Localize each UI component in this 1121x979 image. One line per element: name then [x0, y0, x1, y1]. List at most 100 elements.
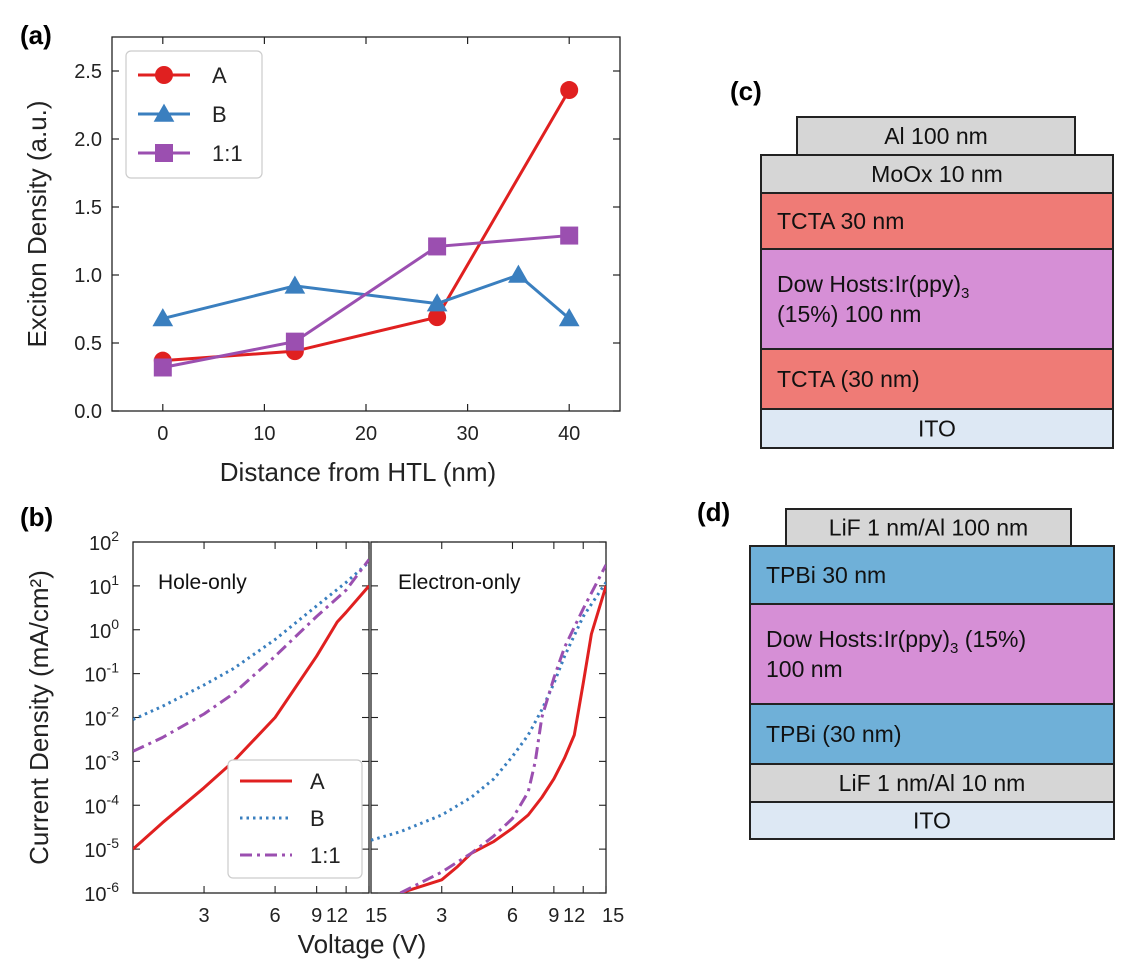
panel-label-c: (c): [730, 76, 762, 106]
layer-ito: [760, 408, 1114, 449]
legend-label: A: [310, 769, 325, 794]
y-tick-label: 0.5: [74, 333, 102, 355]
chart-b-legend: AB 1:1: [227, 759, 363, 879]
y-tick-label: 10-1: [84, 660, 119, 687]
legend-marker: [155, 144, 173, 162]
layer-moox-10-nm: [760, 154, 1114, 194]
panel-label-a: (a): [20, 20, 52, 50]
legend-label: B: [310, 806, 325, 831]
y-tick-label: 1.5: [74, 197, 102, 219]
legend-frame: [227, 759, 363, 879]
data-point-triangle: [284, 275, 306, 294]
x-axis-label: Voltage (V): [298, 929, 427, 959]
legend-label: B: [212, 102, 227, 127]
layer-label: TPBi 30 nm: [766, 562, 886, 588]
layer-label: ITO: [913, 808, 951, 834]
y-tick-label: 10-3: [84, 747, 119, 774]
layer-ito: [749, 801, 1115, 840]
y-tick-label: 2.5: [74, 61, 102, 83]
data-point-square: [428, 237, 447, 256]
data-point-triangle: [508, 264, 529, 283]
layer-lif-1-nm-al-100-nm: [785, 508, 1072, 547]
layer-lif-1-nm-al-10-nm: [749, 763, 1115, 803]
x-tick-label: 0: [157, 423, 168, 445]
layer-dow-hosts-ir-ppy-3-15-100-nm: [749, 603, 1115, 705]
subplot-curves-2: [371, 564, 606, 893]
layer-label: LiF 1 nm/Al 100 nm: [829, 515, 1028, 541]
y-tick-label: 2.0: [74, 129, 102, 151]
layer-label: (15%) 100 nm: [777, 301, 921, 327]
data-point-square: [153, 358, 172, 377]
y-tick-label: 0.0: [74, 401, 102, 423]
layer-label: TCTA (30 nm): [777, 366, 920, 392]
layer-label: MoOx 10 nm: [871, 161, 1003, 187]
x-tick-label: 20: [355, 423, 377, 445]
x-tick-label: 30: [456, 423, 478, 445]
data-point-triangle: [152, 308, 174, 327]
y-tick-label: 10-6: [84, 879, 119, 906]
chart-a-legend: AB 1:1: [125, 50, 263, 179]
x-tick-label: 15: [602, 905, 624, 927]
legend-marker: [155, 66, 173, 84]
subplot-title: Hole-only: [158, 571, 247, 594]
device-stack-d: LiF 1 nm/Al 100 nm TPBi 30 nm Dow Hosts:Ir…: [749, 508, 1115, 840]
legend-marker: [153, 103, 175, 122]
device-stack-c: Al 100 nm MoOx 10 nm TCTA 30 nm Dow Hosts:I…: [760, 116, 1114, 449]
y-tick-label: 10-4: [84, 791, 119, 818]
layer-label: Dow Hosts:Ir(ppy)3 (15%): [766, 626, 1026, 657]
data-point-circle: [428, 308, 447, 327]
x-tick-label: 12: [326, 905, 348, 927]
data-point-square: [285, 332, 304, 351]
series-line-square: [162, 234, 570, 369]
subplot-curves-1: [133, 558, 369, 851]
data-point-triangle: [426, 293, 448, 312]
x-tick-label: 15: [365, 905, 387, 927]
series-curve-dashdot: [133, 558, 369, 753]
y-tick-label: 100: [89, 616, 119, 643]
panel-label-d: (d): [697, 497, 730, 527]
subplot-title: Electron-only: [398, 571, 521, 594]
layer-dow-hosts-ir-ppy-3-15-100-nm: [760, 248, 1114, 350]
series-curve-dashdot: [399, 564, 606, 893]
data-point-square: [560, 226, 579, 245]
legend-label: A: [212, 63, 227, 88]
x-tick-label: 9: [311, 905, 322, 927]
layer-label: 100 nm: [766, 656, 843, 682]
series-curve-dotted: [371, 581, 606, 842]
layer-label: ITO: [918, 416, 956, 442]
y-tick-label: 1.0: [74, 265, 102, 287]
series-curve-solid: [133, 584, 369, 851]
x-tick-label: 3: [198, 905, 209, 927]
layer-label: Al 100 nm: [884, 123, 988, 149]
y-axis-label: Exciton Density (a.u.): [22, 100, 52, 347]
x-tick-label: 12: [563, 905, 585, 927]
x-tick-label: 9: [548, 905, 559, 927]
y-tick-label: 10-5: [84, 835, 119, 862]
series-line-triangle: [162, 273, 571, 320]
x-tick-label: 6: [270, 905, 281, 927]
chart-a-exciton-density: 0 10 20 30 40 0.0 0.5 1.0 1.5 2.0 2.5 Distance from…: [22, 36, 621, 487]
y-tick-label: 101: [89, 572, 119, 599]
data-point-triangle: [558, 308, 580, 327]
panel-label-b: (b): [20, 502, 53, 532]
data-point-circle: [560, 81, 579, 100]
layer-tpbi-30-nm-: [749, 703, 1115, 765]
y-axis-label: Current Density (mA/cm²): [24, 570, 54, 865]
layer-tpbi-30-nm: [749, 545, 1115, 605]
layer-label: LiF 1 nm/Al 10 nm: [839, 770, 1026, 796]
x-tick-label: 40: [558, 423, 580, 445]
x-tick-label: 6: [507, 905, 518, 927]
series-curve-solid: [399, 585, 606, 893]
x-tick-label: 3: [436, 905, 447, 927]
y-tick-label: 10-2: [84, 704, 119, 731]
x-axis-label: Distance from HTL (nm): [220, 457, 496, 487]
y-tick-label: 102: [89, 528, 119, 555]
legend-label: 1:1: [212, 141, 243, 166]
layer-label: TCTA 30 nm: [777, 208, 904, 234]
series-curve-dotted: [133, 560, 369, 721]
layer-tcta-30-nm-: [760, 348, 1114, 410]
x-tick-label: 10: [253, 423, 275, 445]
layer-label: Dow Hosts:Ir(ppy)3: [777, 271, 969, 302]
